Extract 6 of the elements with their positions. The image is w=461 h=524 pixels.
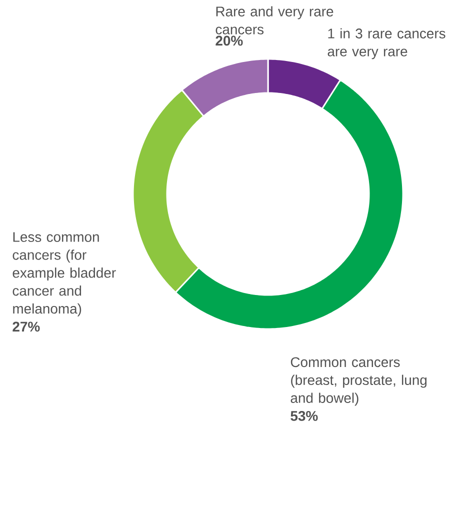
slice-label: 1 in 3 rare cancers are very rare: [328, 28, 446, 60]
slice-label: Common cancers (breast, prostate, lung and bowel): [290, 357, 427, 406]
text: 20%: [216, 36, 243, 46]
data-label: 53%: [290, 410, 318, 421]
data-label: 27%: [12, 322, 40, 332]
slice-label: Less common cancers (for example bladder cancer and melanoma): [12, 232, 116, 316]
